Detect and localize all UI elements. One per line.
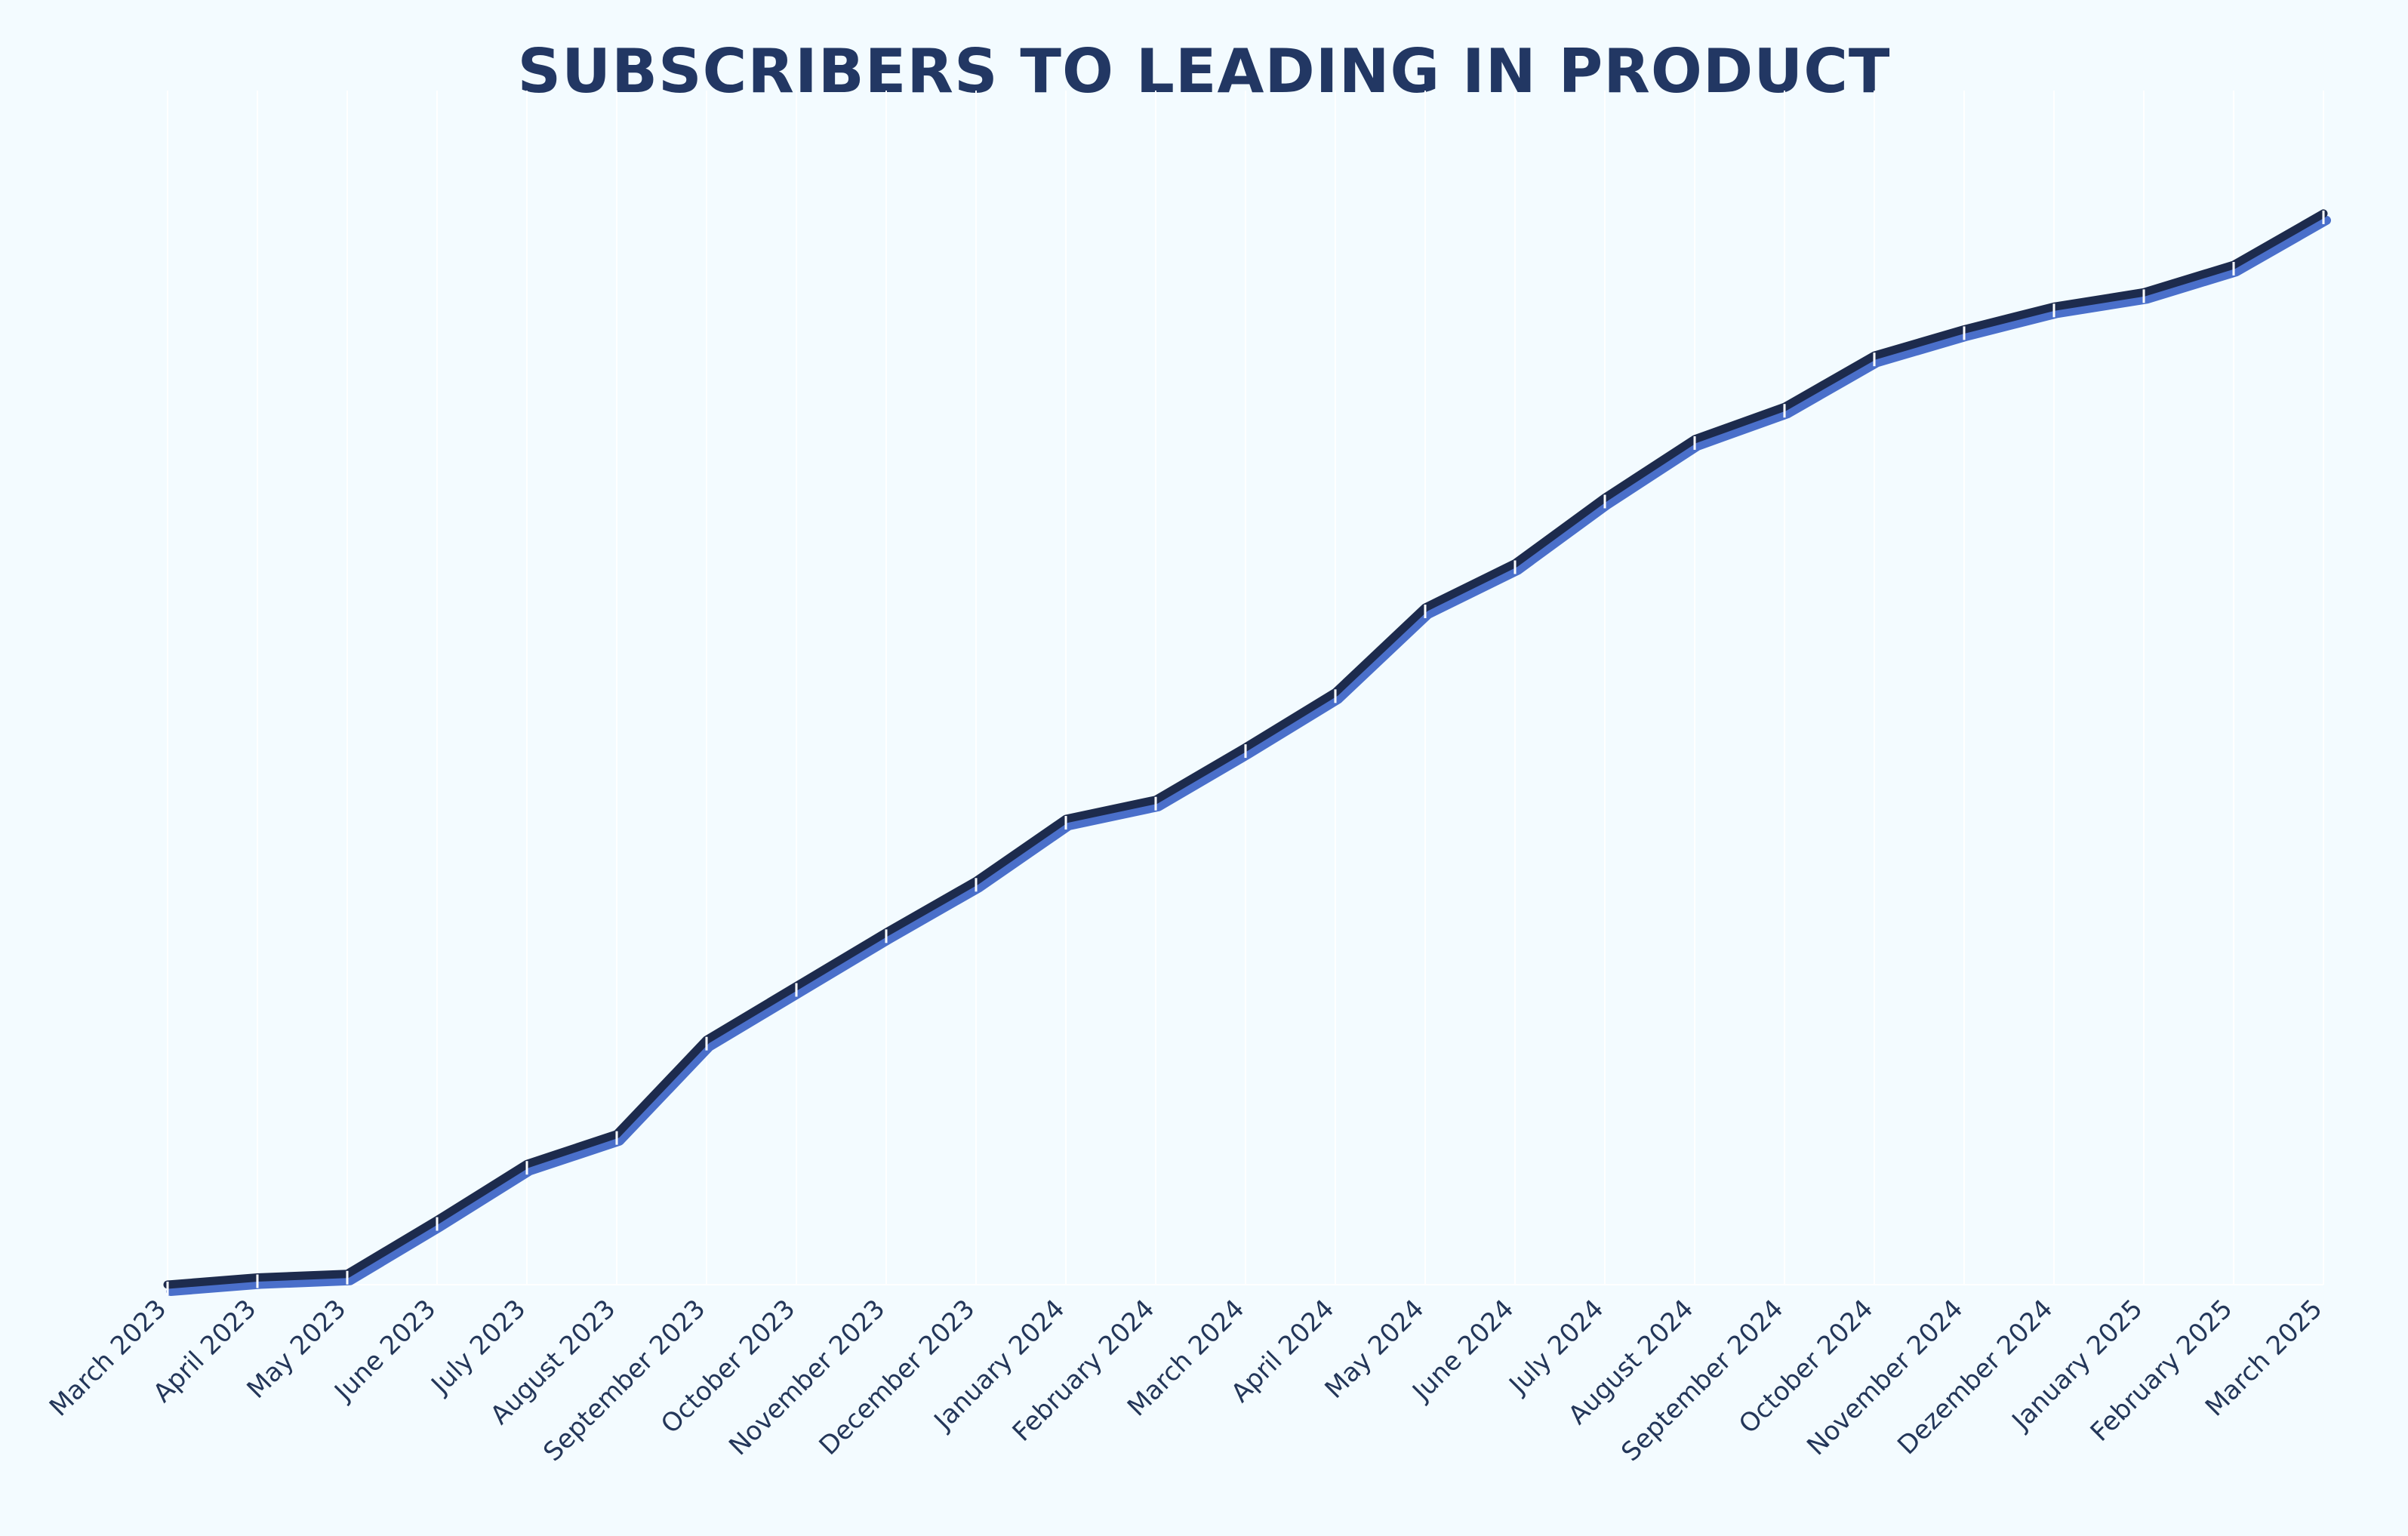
x-tick-label: December 2023	[814, 1294, 981, 1461]
chart-title: SUBSCRIBERS TO LEADING IN PRODUCT	[517, 36, 1891, 106]
x-tick-label: November 2023	[723, 1294, 891, 1461]
x-tick-label: March 2023	[44, 1294, 172, 1422]
x-tick-label: November 2024	[1801, 1294, 1969, 1461]
series-layer	[163, 209, 2331, 1296]
series-line-shadow	[166, 215, 2331, 1296]
x-tick-label: September 2023	[537, 1294, 711, 1467]
x-tick-label: Dezember 2024	[1892, 1294, 2059, 1461]
grid-lines	[167, 91, 2324, 1285]
x-tick-label: September 2024	[1615, 1294, 1789, 1467]
